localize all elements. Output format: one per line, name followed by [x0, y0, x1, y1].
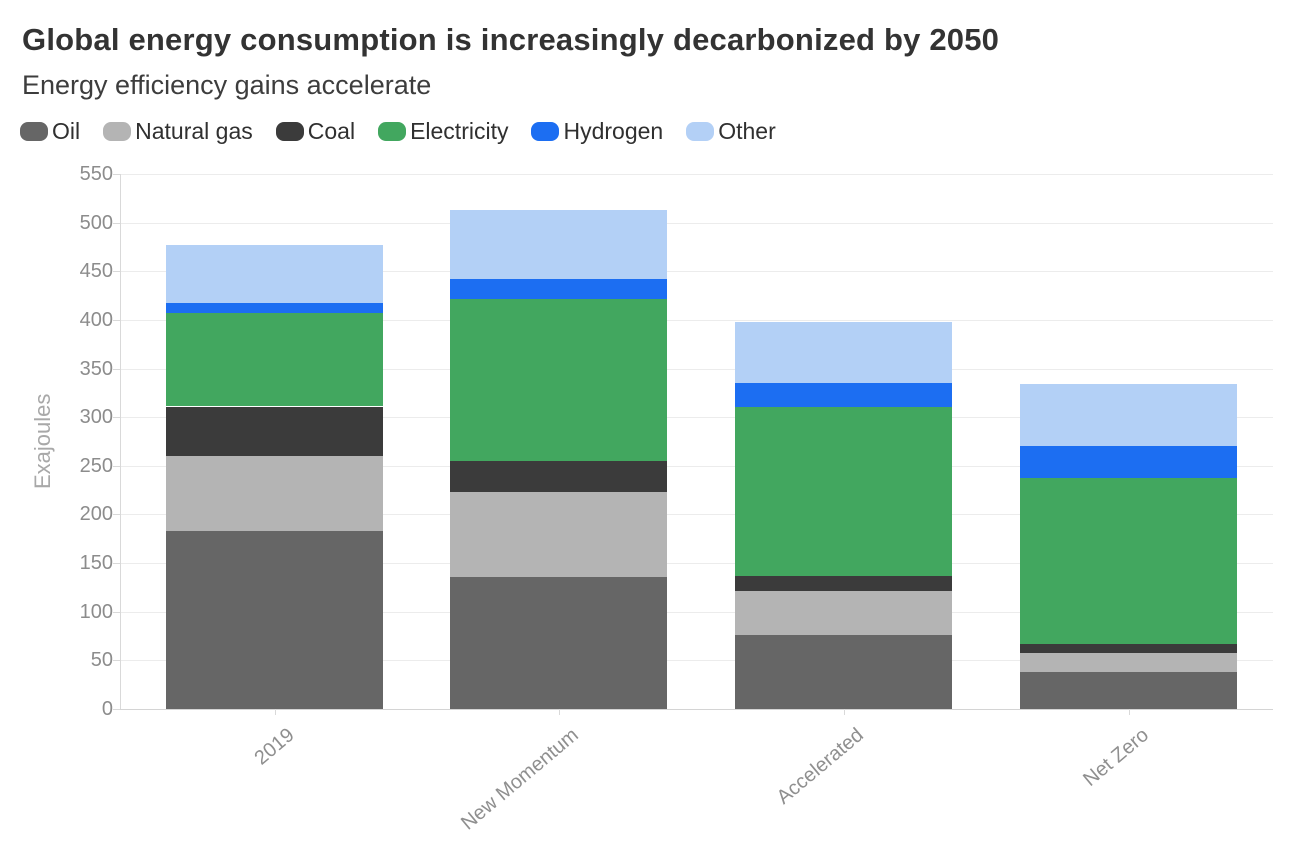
chart-title: Global energy consumption is increasingl… — [22, 22, 1000, 57]
bar-segment-net-zero-electricity — [1020, 477, 1237, 644]
y-tick-label-400: 400 — [79, 308, 113, 331]
gridline-500 — [121, 222, 1273, 224]
bar-segment-2019-natural-gas — [166, 456, 383, 531]
x-tick-label-2019: 2019 — [250, 724, 299, 770]
bar-segment-new-momentum-oil — [450, 576, 667, 709]
y-tick-label-550: 550 — [79, 163, 113, 185]
x-tick-mark — [274, 709, 276, 715]
gridline-350 — [121, 368, 1273, 370]
bar-segment-accelerated-electricity — [735, 407, 952, 576]
plot-area: Exajoules 0 50 100 150 200 250 300 350 400 450 500… — [30, 164, 1273, 834]
bar-segment-net-zero-hydrogen — [1020, 446, 1237, 478]
y-tick-label-0: 0 — [101, 698, 113, 720]
bar-segment-2019-other — [166, 245, 383, 304]
y-tick-label-450: 450 — [79, 260, 113, 283]
gridline-100 — [121, 611, 1273, 613]
y-axis-line — [120, 174, 121, 710]
x-tick-label-accelerated: Accelerated — [772, 724, 868, 809]
y-tick-label-250: 250 — [79, 454, 113, 477]
legend-swatch-coal — [275, 122, 304, 141]
y-tick-mark — [113, 465, 120, 467]
y-tick-mark — [113, 563, 120, 565]
legend-item-electricity: Electricity — [378, 118, 508, 145]
x-tick-mark — [558, 709, 560, 715]
gridline-400 — [121, 319, 1273, 321]
y-tick-label-350: 350 — [79, 357, 113, 380]
legend-item-coal: Coal — [275, 118, 356, 145]
y-tick-mark — [113, 174, 120, 175]
bar-segment-accelerated-coal — [735, 575, 952, 592]
bar-segment-new-momentum-other — [450, 210, 667, 280]
legend-label: Coal — [307, 118, 356, 144]
bar-segment-new-momentum-natural-gas — [450, 492, 667, 577]
gridline-300 — [121, 417, 1273, 419]
bar-2019 — [166, 174, 383, 709]
gridline-550 — [121, 174, 1273, 175]
x-tick-mark — [1128, 709, 1130, 715]
legend-label: Electricity — [410, 118, 509, 144]
y-tick-mark — [113, 514, 120, 516]
legend-item-oil: Oil — [20, 118, 80, 145]
bar-segment-net-zero-other — [1020, 384, 1237, 447]
y-tick-label-500: 500 — [79, 211, 113, 234]
gridline-450 — [121, 271, 1273, 273]
bar-net-zero — [1020, 174, 1237, 709]
y-tick-label-50: 50 — [90, 649, 113, 672]
legend-label: Natural gas — [135, 118, 253, 144]
y-tick-mark — [113, 611, 120, 613]
legend-item-other: Other — [686, 118, 776, 145]
legend-swatch-other — [686, 122, 715, 141]
bar-accelerated — [735, 174, 952, 709]
bar-new-momentum — [450, 174, 667, 709]
y-tick-mark — [113, 660, 120, 662]
legend-label: Oil — [52, 118, 81, 144]
bar-segment-net-zero-coal — [1020, 643, 1237, 653]
legend-swatch-natural-gas — [103, 122, 132, 141]
bar-segment-accelerated-hydrogen — [735, 383, 952, 408]
bar-segment-2019-electricity — [166, 313, 383, 407]
gridline-200 — [121, 514, 1273, 516]
gridline-50 — [121, 660, 1273, 662]
y-tick-mark — [113, 709, 120, 710]
bar-segment-new-momentum-electricity — [450, 298, 667, 461]
gridline-150 — [121, 563, 1273, 565]
y-tick-mark — [113, 417, 120, 419]
bar-segment-new-momentum-coal — [450, 460, 667, 493]
bar-segment-accelerated-natural-gas — [735, 591, 952, 636]
bar-segment-accelerated-other — [735, 321, 952, 384]
bar-segment-net-zero-oil — [1020, 672, 1237, 709]
chart-legend: Oil Natural gas Coal Electricity Hydrogen Oth… — [20, 118, 776, 145]
y-tick-label-150: 150 — [79, 552, 113, 575]
legend-label: Hydrogen — [563, 118, 664, 144]
bar-segment-2019-oil — [166, 531, 383, 709]
legend-swatch-oil — [20, 122, 48, 141]
gridline-250 — [121, 465, 1273, 467]
legend-item-natural-gas: Natural gas — [103, 118, 253, 145]
x-tick-label-net-zero: Net Zero — [1078, 724, 1153, 791]
bar-segment-accelerated-oil — [735, 635, 952, 709]
y-axis-title: Exajoules — [30, 393, 55, 490]
legend-swatch-hydrogen — [531, 122, 560, 141]
chart-subtitle: Energy efficiency gains accelerate — [22, 70, 432, 100]
y-tick-mark — [113, 271, 120, 273]
x-tick-mark — [843, 709, 845, 715]
legend-label: Other — [718, 118, 776, 144]
bar-segment-net-zero-natural-gas — [1020, 652, 1237, 673]
x-tick-label-new-momentum: New Momentum — [456, 724, 583, 835]
legend-item-hydrogen: Hydrogen — [531, 118, 663, 145]
y-tick-mark — [113, 222, 120, 224]
y-tick-mark — [113, 368, 120, 370]
y-tick-label-200: 200 — [79, 503, 113, 526]
bar-segment-2019-hydrogen — [166, 303, 383, 314]
legend-swatch-electricity — [378, 122, 407, 141]
bar-segment-new-momentum-hydrogen — [450, 279, 667, 299]
y-tick-label-300: 300 — [79, 406, 113, 429]
bar-segment-2019-coal — [166, 406, 383, 457]
x-axis-line — [120, 709, 1273, 710]
y-tick-mark — [113, 319, 120, 321]
y-tick-label-100: 100 — [79, 600, 113, 623]
